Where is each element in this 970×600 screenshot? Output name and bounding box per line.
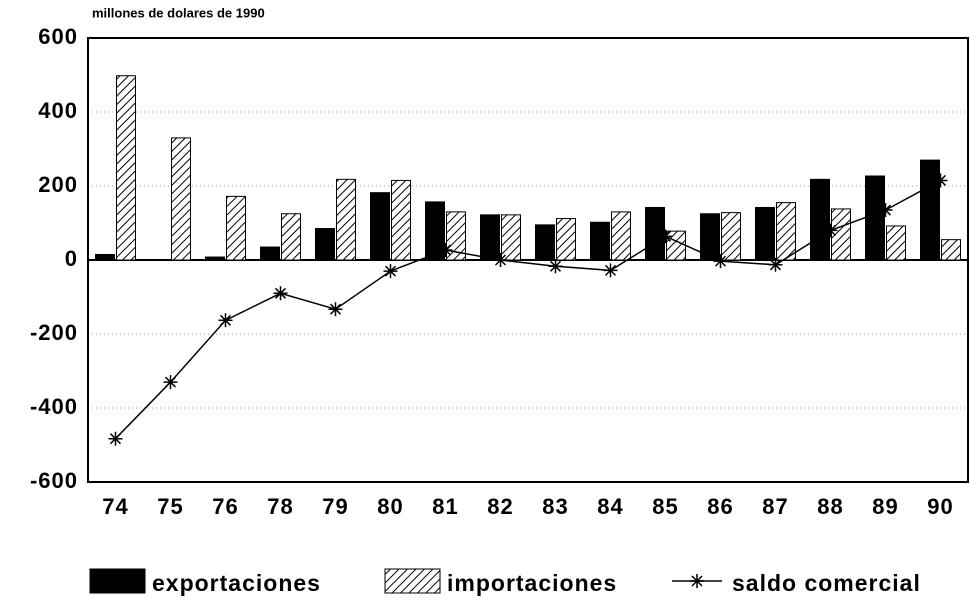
marker [548,259,563,274]
bar [721,212,741,261]
bar [831,208,851,261]
legend-label: importaciones [447,570,617,596]
bar [886,225,906,261]
marker [823,223,838,238]
bar [171,137,191,261]
bar [501,214,521,261]
legend-swatch [384,568,441,594]
y-tick-label: -200 [30,320,78,345]
bar [700,213,720,261]
marker [603,263,618,278]
bar [556,218,576,261]
marker [163,375,178,390]
y-tick-label: 0 [65,246,78,271]
marker [218,313,233,328]
x-tick-label: 80 [377,494,403,519]
y-tick-label: -400 [30,394,78,419]
x-tick-label: 86 [707,494,733,519]
marker [933,173,948,188]
bar [446,211,466,261]
bar [535,224,555,261]
legend-label: exportaciones [152,570,321,596]
x-tick-label: 87 [762,494,788,519]
marker [328,302,343,317]
marker [878,203,893,218]
legend-swatch [690,574,704,588]
bar [315,228,335,261]
x-tick-label: 89 [872,494,898,519]
bar [611,211,631,261]
bar [336,178,356,261]
y-tick-label: -600 [30,468,78,493]
marker [658,229,673,244]
marker [493,253,508,267]
x-tick-label: 78 [267,494,293,519]
bar [391,179,411,261]
bar [776,202,796,261]
marker [273,286,288,301]
bar [116,75,136,261]
bar [810,178,830,261]
marker [438,243,453,258]
marker [383,264,398,279]
x-tick-label: 85 [652,494,678,519]
chart-title: millones de dolares de 1990 [92,5,265,20]
bar [370,192,390,261]
bar [425,201,445,261]
y-tick-label: 200 [38,172,78,197]
bar [281,213,301,261]
x-tick-label: 76 [212,494,238,519]
x-tick-label: 79 [322,494,348,519]
bar [480,214,500,261]
x-tick-label: 84 [597,494,623,519]
bar [755,206,775,261]
bar [226,195,246,261]
legend-swatch [89,568,146,594]
bar [666,230,686,261]
x-tick-label: 82 [487,494,513,519]
x-tick-label: 74 [102,494,128,519]
marker [768,257,783,272]
x-tick-label: 75 [157,494,183,519]
bar [95,253,115,261]
x-tick-label: 90 [927,494,953,519]
bar [590,221,610,261]
x-tick-label: 88 [817,494,843,519]
x-tick-label: 81 [432,494,458,519]
bar [865,175,885,261]
bar [941,239,961,261]
marker [108,431,123,446]
legend-label: saldo comercial [732,570,921,596]
marker [713,254,728,269]
bar [260,246,280,261]
bar [205,256,225,261]
bar [920,159,940,261]
plot-frame [87,37,969,483]
bar [645,206,665,261]
line [114,179,941,440]
y-tick-label: 600 [38,24,78,49]
x-tick-label: 83 [542,494,568,519]
y-tick-label: 400 [38,98,78,123]
